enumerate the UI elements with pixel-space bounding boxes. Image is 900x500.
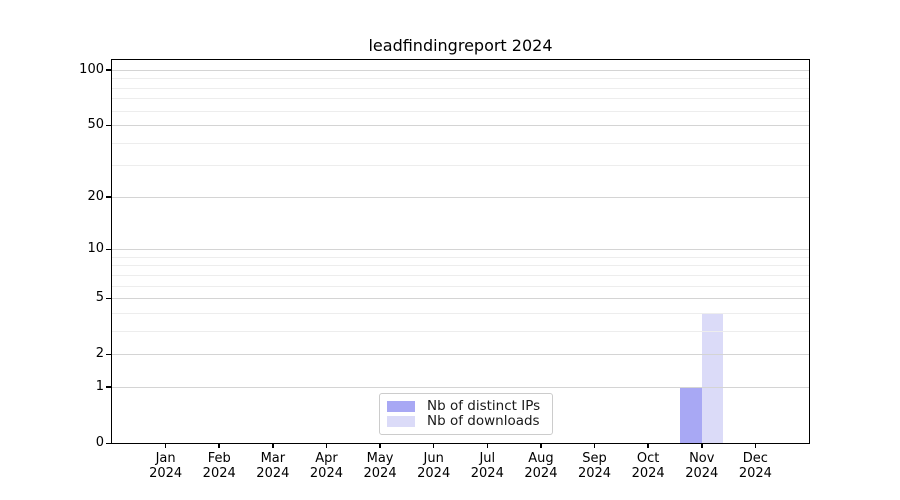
x-axis-tick-label: Jul 2024 bbox=[470, 451, 504, 481]
major-gridline bbox=[112, 354, 809, 356]
major-gridline bbox=[112, 196, 809, 198]
x-axis-tick-label: Nov 2024 bbox=[685, 451, 719, 481]
minor-gridline bbox=[112, 256, 809, 258]
y-axis-tick bbox=[106, 196, 111, 198]
x-axis-tick-label: Jun 2024 bbox=[417, 451, 451, 481]
x-axis-tick-label: Sep 2024 bbox=[577, 451, 612, 481]
x-axis-tick-label: Mar 2024 bbox=[256, 451, 290, 481]
y-axis-tick-label: 50 bbox=[87, 117, 104, 133]
y-axis-tick bbox=[106, 248, 111, 251]
minor-gridline bbox=[112, 78, 809, 80]
minor-gridline bbox=[112, 285, 809, 287]
y-axis-tick-label: 1 bbox=[95, 378, 104, 394]
y-axis-tick bbox=[106, 442, 111, 444]
legend-entry-label: Nb of distinct IPs bbox=[427, 398, 541, 414]
legend-entry-label: Nb of downloads bbox=[427, 413, 540, 429]
x-axis-tick-label: Oct 2024 bbox=[631, 451, 665, 481]
x-axis-tick bbox=[379, 443, 381, 448]
y-axis-tick-label: 2 bbox=[95, 346, 104, 362]
minor-gridline bbox=[112, 87, 809, 89]
minor-gridline bbox=[112, 265, 809, 267]
y-axis-tick-label: 10 bbox=[87, 241, 104, 257]
x-axis-tick bbox=[540, 443, 542, 448]
x-axis-tick bbox=[701, 443, 703, 448]
x-axis-tick bbox=[486, 443, 489, 448]
x-axis-tick-label: Apr 2024 bbox=[309, 451, 343, 481]
major-gridline bbox=[112, 69, 809, 71]
minor-gridline bbox=[112, 165, 809, 167]
y-axis-tick-label: 0 bbox=[95, 435, 104, 450]
x-axis-tick-label: Dec 2024 bbox=[738, 451, 772, 481]
x-axis-tick bbox=[272, 443, 274, 448]
x-axis-tick bbox=[754, 443, 757, 448]
legend-entry: Nb of distinct IPs bbox=[387, 399, 544, 414]
legend-entry: Nb of downloads bbox=[387, 414, 544, 429]
major-gridline bbox=[112, 298, 809, 300]
x-axis-tick-label: Aug 2024 bbox=[524, 451, 558, 481]
bar-downloads bbox=[701, 312, 724, 443]
minor-gridline bbox=[112, 312, 809, 314]
major-gridline bbox=[112, 386, 809, 388]
plot-area bbox=[111, 59, 810, 444]
x-axis-tick bbox=[432, 443, 435, 448]
y-axis-tick-label: 20 bbox=[87, 188, 104, 204]
major-gridline bbox=[112, 125, 809, 127]
y-axis-tick-label: 5 bbox=[95, 290, 104, 306]
minor-gridline bbox=[112, 98, 809, 100]
major-gridline bbox=[112, 249, 809, 251]
legend-swatch bbox=[387, 416, 415, 427]
minor-gridline bbox=[112, 142, 809, 144]
y-axis-tick bbox=[106, 69, 111, 71]
x-axis-tick bbox=[325, 443, 328, 448]
x-axis-tick bbox=[218, 443, 220, 448]
bar-distinct-ips bbox=[680, 386, 702, 443]
chart-legend: Nb of distinct IPs Nb of downloads bbox=[379, 393, 553, 435]
minor-gridline bbox=[112, 110, 809, 112]
chart-title: leadfindingreport 2024 bbox=[368, 36, 553, 55]
y-axis-tick bbox=[106, 386, 111, 388]
y-axis-tick bbox=[106, 353, 111, 356]
x-axis-tick bbox=[647, 443, 649, 448]
x-axis-tick-label: May 2024 bbox=[363, 451, 397, 481]
minor-gridline bbox=[112, 274, 809, 276]
legend-swatch bbox=[387, 401, 415, 412]
x-axis-tick bbox=[164, 443, 167, 448]
x-axis-tick-label: Jan 2024 bbox=[149, 451, 183, 481]
y-axis-tick bbox=[106, 297, 111, 300]
x-axis-tick-label: Feb 2024 bbox=[202, 451, 236, 481]
y-axis-tick-label: 100 bbox=[79, 61, 104, 77]
minor-gridline bbox=[112, 330, 809, 332]
x-axis-tick bbox=[593, 443, 596, 448]
y-axis-tick bbox=[106, 124, 111, 127]
